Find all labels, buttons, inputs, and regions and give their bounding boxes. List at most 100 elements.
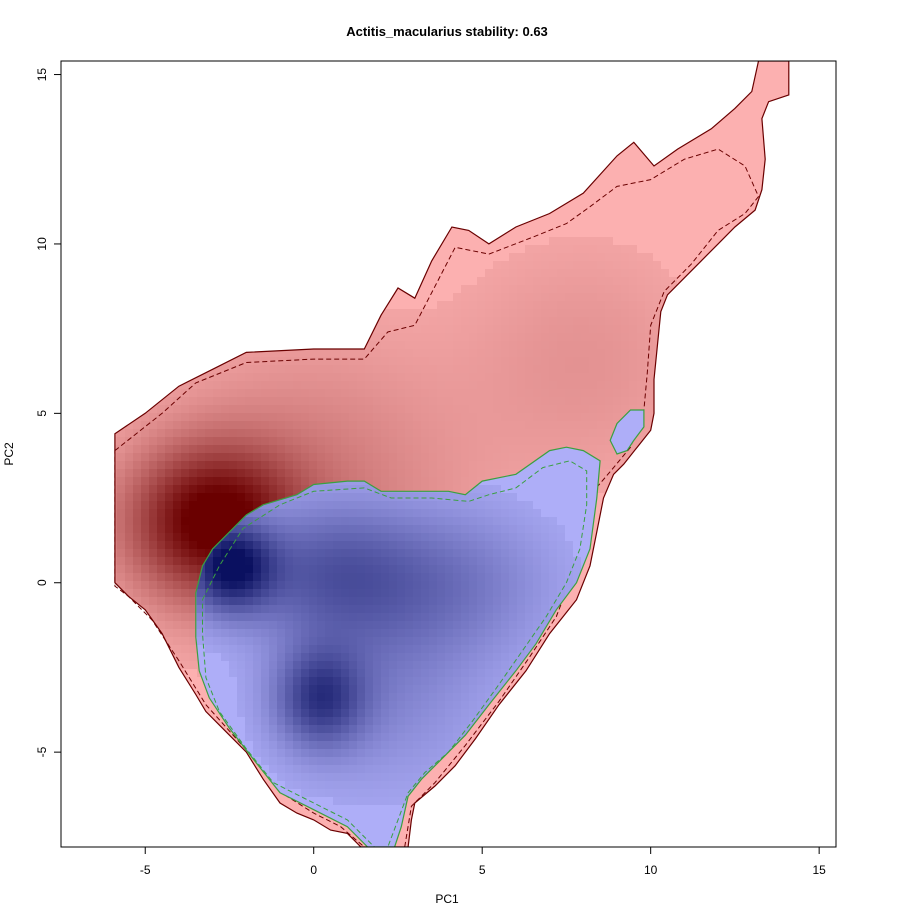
- blue-density-cell: [333, 605, 341, 613]
- red-density-cell: [237, 413, 245, 421]
- blue-density-cell: [325, 485, 333, 493]
- blue-density-cell: [397, 621, 405, 629]
- red-density-cell: [485, 461, 493, 469]
- red-density-cell: [221, 461, 229, 469]
- blue-density-cell: [501, 589, 509, 597]
- red-density-cell: [549, 341, 557, 349]
- red-density-cell: [445, 461, 453, 469]
- red-density-cell: [477, 301, 485, 309]
- red-density-cell: [245, 501, 253, 509]
- blue-density-cell: [397, 765, 405, 773]
- blue-density-cell: [429, 709, 437, 717]
- blue-density-cell: [421, 757, 429, 765]
- blue-density-cell: [381, 677, 389, 685]
- red-density-cell: [597, 405, 605, 413]
- blue-density-cell: [477, 685, 485, 693]
- blue-density-cell: [221, 541, 229, 549]
- red-density-cell: [165, 621, 173, 629]
- blue-density-cell: [437, 573, 445, 581]
- blue-density-cell: [485, 533, 493, 541]
- red-density-cell: [213, 533, 221, 541]
- red-density-cell: [205, 549, 213, 557]
- blue-density-cell: [549, 597, 557, 605]
- blue-density-cell: [413, 661, 421, 669]
- blue-density-cell: [517, 525, 525, 533]
- blue-density-cell: [365, 749, 373, 757]
- red-density-cell: [525, 453, 533, 461]
- blue-density-cell: [253, 525, 261, 533]
- red-density-cell: [173, 581, 181, 589]
- red-density-cell: [165, 525, 173, 533]
- red-density-cell: [173, 509, 181, 517]
- red-density-cell: [205, 445, 213, 453]
- blue-density-cell: [205, 613, 213, 621]
- red-density-cell: [589, 381, 597, 389]
- red-density-cell: [477, 373, 485, 381]
- red-density-cell: [629, 317, 637, 325]
- red-density-cell: [549, 245, 557, 253]
- red-density-cell: [389, 381, 397, 389]
- blue-density-cell: [285, 613, 293, 621]
- blue-density-cell: [429, 717, 437, 725]
- red-density-cell: [533, 253, 541, 261]
- blue-density-cell: [365, 605, 373, 613]
- red-density-cell: [141, 517, 149, 525]
- red-density-cell: [277, 453, 285, 461]
- blue-density-cell: [213, 613, 221, 621]
- red-density-cell: [125, 557, 133, 565]
- blue-density-cell: [301, 773, 309, 781]
- red-density-cell: [437, 437, 445, 445]
- red-density-cell: [357, 373, 365, 381]
- red-density-cell: [213, 453, 221, 461]
- blue-density-cell: [341, 693, 349, 701]
- red-density-cell: [261, 445, 269, 453]
- blue-density-cell: [445, 621, 453, 629]
- blue-density-cell: [277, 573, 285, 581]
- blue-density-cell: [341, 717, 349, 725]
- red-density-cell: [453, 469, 461, 477]
- red-density-cell: [397, 317, 405, 325]
- red-density-cell: [597, 325, 605, 333]
- red-density-cell: [573, 341, 581, 349]
- red-density-cell: [213, 381, 221, 389]
- red-density-cell: [453, 293, 461, 301]
- blue-density-cell: [197, 581, 205, 589]
- blue-density-cell: [437, 581, 445, 589]
- red-density-cell: [365, 341, 373, 349]
- blue-density-cell: [261, 589, 269, 597]
- blue-density-cell: [349, 725, 357, 733]
- blue-density-cell: [485, 669, 493, 677]
- blue-density-cell: [469, 589, 477, 597]
- red-density-cell: [405, 333, 413, 341]
- red-density-cell: [317, 373, 325, 381]
- red-density-cell: [389, 317, 397, 325]
- blue-density-cell: [277, 501, 285, 509]
- blue-density-cell: [365, 581, 373, 589]
- red-density-cell: [493, 317, 501, 325]
- red-density-cell: [165, 413, 173, 421]
- red-density-cell: [533, 445, 541, 453]
- red-density-cell: [461, 381, 469, 389]
- red-density-cell: [653, 277, 661, 285]
- blue-density-cell: [405, 733, 413, 741]
- red-density-cell: [461, 365, 469, 373]
- red-density-cell: [149, 533, 157, 541]
- red-density-cell: [597, 445, 605, 453]
- red-density-cell: [114, 517, 117, 525]
- blue-density-cell: [381, 773, 389, 781]
- blue-density-cell: [429, 701, 437, 709]
- red-density-cell: [237, 421, 245, 429]
- red-density-cell: [509, 381, 517, 389]
- blue-density-cell: [453, 693, 461, 701]
- red-density-cell: [621, 293, 629, 301]
- red-density-cell: [549, 269, 557, 277]
- blue-density-cell: [293, 525, 301, 533]
- blue-density-cell: [357, 581, 365, 589]
- blue-density-cell: [389, 517, 397, 525]
- red-density-cell: [501, 293, 509, 301]
- red-density-cell: [357, 461, 365, 469]
- red-density-cell: [221, 365, 229, 373]
- blue-density-cell: [317, 741, 325, 749]
- red-density-cell: [133, 533, 141, 541]
- red-density-cell: [565, 245, 573, 253]
